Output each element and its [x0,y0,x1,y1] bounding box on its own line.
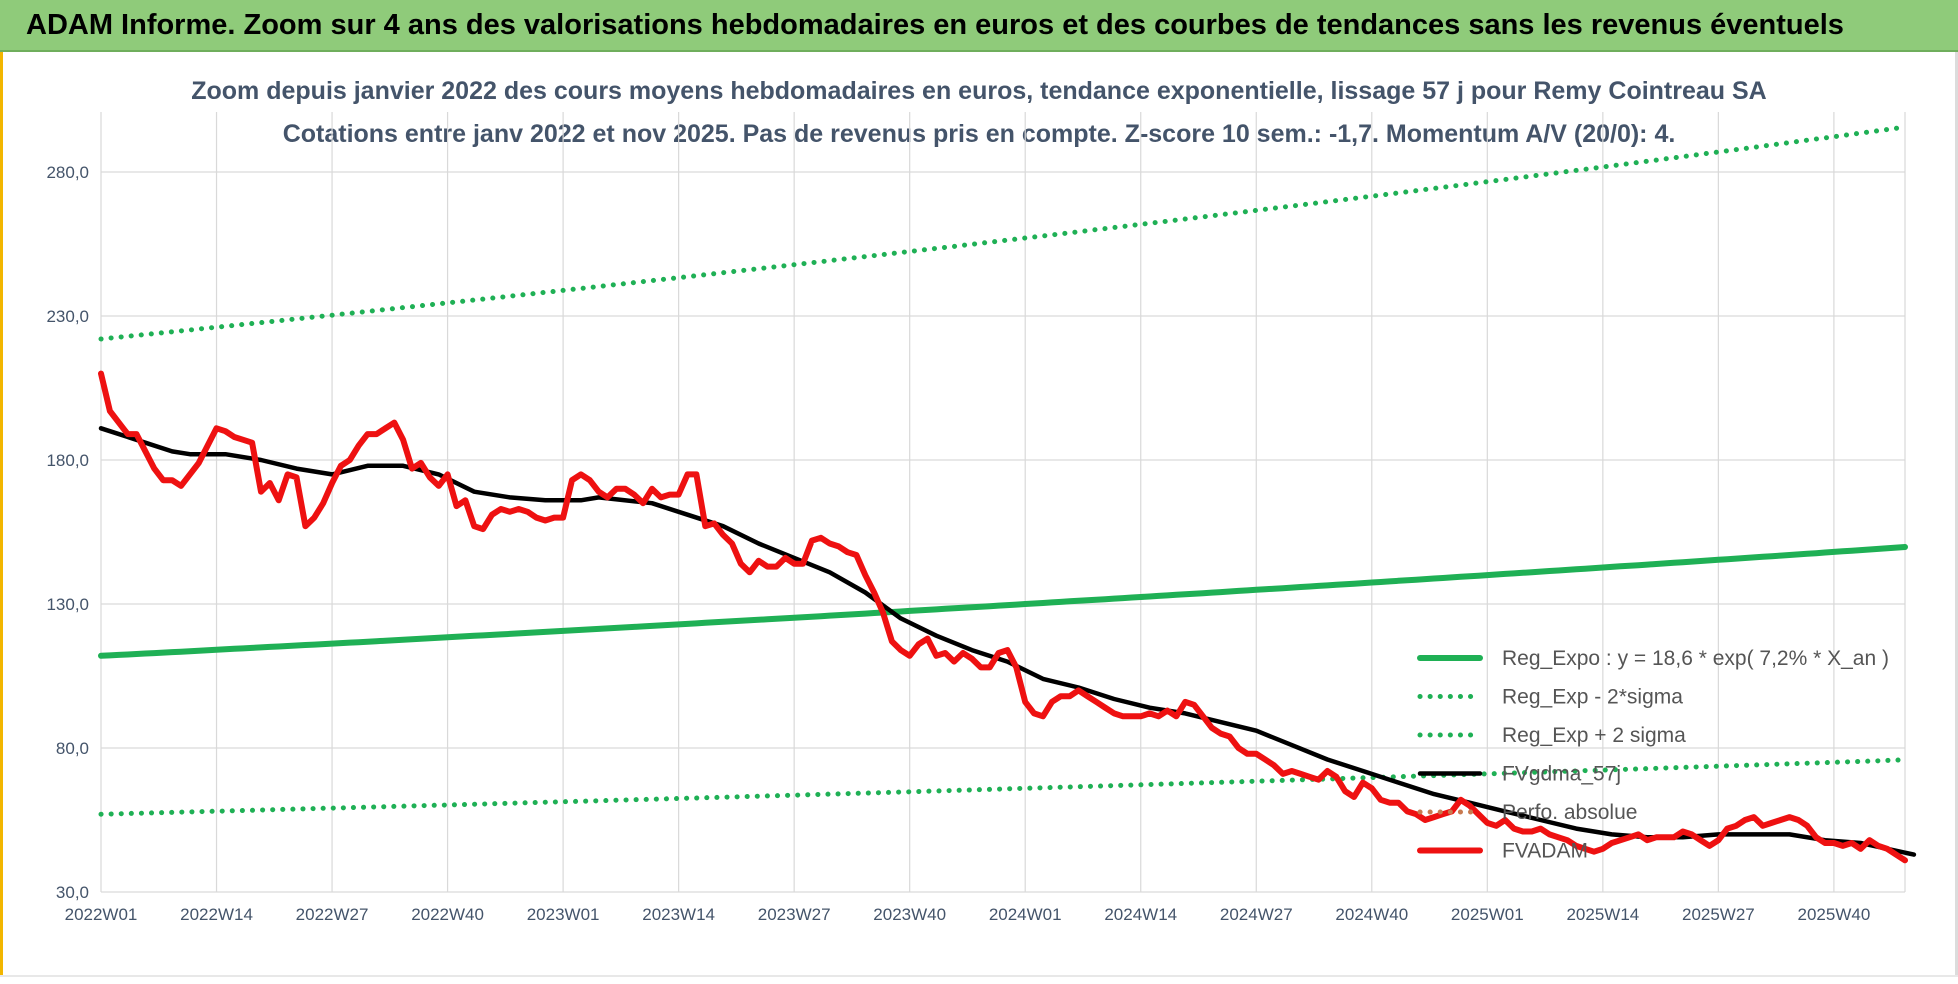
x-tick-label: 2025W01 [1451,905,1524,924]
legend-label-reg-expo-y-18-6-exp-7-2-x-an: Reg_Expo : y = 18,6 * exp( 7,2% * X_an ) [1502,647,1889,670]
legend-label-reg-exp-2-sigma: Reg_Exp - 2*sigma [1502,686,1683,709]
x-tick-label: 2025W40 [1798,905,1871,924]
x-tick-label: 2023W40 [873,905,946,924]
x-tick-label: 2024W14 [1104,905,1177,924]
series-layer [98,124,1917,864]
x-tick-label: 2023W14 [642,905,715,924]
legend-label-fvadam: FVADAM [1502,840,1588,863]
legend-label-fvgdma-57j: FVgdma_57j [1502,763,1621,786]
series-line-fvadam [98,370,1908,864]
grid-layer [100,112,1906,893]
legend-label-perfo-absolue: Perfo. absolue [1502,801,1637,824]
y-axis: 30,0 80,0 130,0 180,0 230,0 280,0 [46,163,89,902]
x-tick-label: 2025W14 [1566,905,1639,924]
x-tick-label: 2022W27 [296,905,369,924]
series-line-reg-exp-2-sigma [98,757,1908,817]
x-tick-label: 2025W27 [1682,905,1755,924]
left-edge-accent [0,52,3,976]
chart-title-line-1: Zoom depuis janvier 2022 des cours moyen… [191,77,1767,105]
x-tick-label: 2023W01 [527,905,600,924]
x-axis: 2022W01 2022W14 2022W27 2022W40 2023W01 2023W… [65,905,1871,924]
legend-label-reg-exp-2-sigma: Reg_Exp + 2 sigma [1502,724,1686,747]
y-tick-label: 280,0 [46,163,89,182]
y-tick-label: 180,0 [46,451,89,470]
x-tick-label: 2023W27 [758,905,831,924]
y-tick-label: 30,0 [56,883,89,902]
x-tick-label: 2022W14 [180,905,253,924]
chart-title-line-2: Cotations entre janv 2022 et nov 2025. P… [283,120,1676,148]
x-tick-label: 2024W40 [1335,905,1408,924]
series-line-fvgdma-57j [98,426,1917,857]
chart-area: Zoom depuis janvier 2022 des cours moyen… [46,77,1917,924]
y-tick-label: 130,0 [46,595,89,614]
y-tick-label: 230,0 [46,307,89,326]
bottom-rule [0,975,1958,977]
series-line-reg-exp-2-sigma [98,124,1908,342]
banner-title: ADAM Informe. Zoom sur 4 ans des valoris… [0,0,1958,52]
y-tick-label: 80,0 [56,739,89,758]
x-tick-label: 2022W40 [411,905,484,924]
x-tick-label: 2024W27 [1220,905,1293,924]
right-edge-border [1955,52,1958,976]
x-tick-label: 2022W01 [65,905,138,924]
x-tick-label: 2024W01 [989,905,1062,924]
series-line-reg-expo-y-18-6-exp-7-2-x-an [98,544,1908,659]
legend: Reg_Expo : y = 18,6 * exp( 7,2% * X_an )… [1417,647,1889,863]
